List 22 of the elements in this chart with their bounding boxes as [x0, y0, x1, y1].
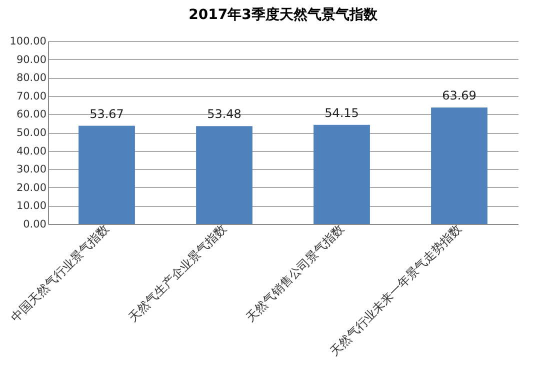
y-tick-label: 20.00 — [16, 182, 46, 194]
data-label: 53.48 — [207, 107, 242, 122]
bar — [314, 124, 370, 224]
bar — [431, 107, 488, 224]
y-tick-label: 0.00 — [23, 218, 46, 230]
bar — [196, 126, 252, 224]
x-tick-label: 天然气生产企业景气指数 — [126, 222, 230, 325]
y-tick-label: 90.00 — [16, 54, 46, 66]
y-tick-label: 10.00 — [16, 200, 46, 212]
bar — [78, 126, 135, 224]
y-tick-label: 80.00 — [16, 72, 46, 84]
chart-title: 2017年3季度天然气景气指数 — [188, 6, 378, 23]
data-label: 53.67 — [90, 106, 124, 121]
data-label: 54.15 — [324, 106, 359, 120]
x-tick-label: 天然气销售公司景气指数 — [243, 222, 347, 325]
y-tick-label: 70.00 — [16, 90, 46, 102]
data-label: 63.69 — [442, 88, 476, 102]
y-tick-label: 30.00 — [16, 164, 46, 176]
y-tick-label: 50.00 — [16, 127, 46, 139]
y-tick-label: 60.00 — [16, 108, 46, 121]
y-tick-label: 40.00 — [16, 145, 46, 158]
y-tick-label: 100.00 — [10, 36, 46, 48]
